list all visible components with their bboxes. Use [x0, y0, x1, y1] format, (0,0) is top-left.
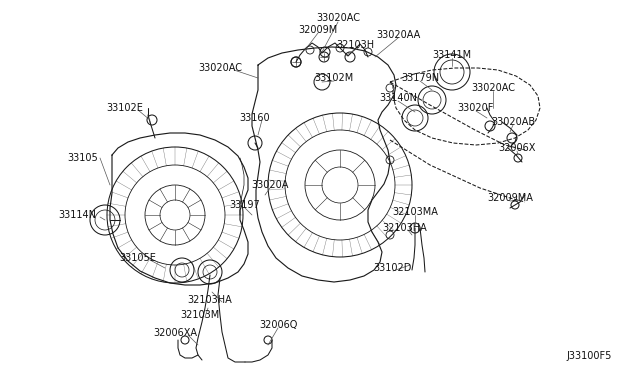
Text: J33100F5: J33100F5 — [566, 351, 612, 361]
Text: 32006X: 32006X — [499, 143, 536, 153]
Text: 33102D: 33102D — [374, 263, 412, 273]
Text: 33020AC: 33020AC — [198, 63, 242, 73]
Text: 33179N: 33179N — [401, 73, 439, 83]
Text: 33020F: 33020F — [458, 103, 494, 113]
Text: 33197: 33197 — [230, 200, 260, 210]
Text: 32103H: 32103H — [336, 40, 374, 50]
Text: 33114N: 33114N — [58, 210, 96, 220]
Text: 33105: 33105 — [68, 153, 99, 163]
Text: 33102E: 33102E — [107, 103, 143, 113]
Text: 33020A: 33020A — [252, 180, 289, 190]
Text: 33020AB: 33020AB — [491, 117, 535, 127]
Text: 33160: 33160 — [240, 113, 270, 123]
Text: 33020AA: 33020AA — [376, 30, 420, 40]
Text: 32103HA: 32103HA — [383, 223, 428, 233]
Text: 32009MA: 32009MA — [487, 193, 533, 203]
Text: 32009M: 32009M — [298, 25, 338, 35]
Text: 32103MA: 32103MA — [392, 207, 438, 217]
Text: 33102M: 33102M — [314, 73, 354, 83]
Text: 32006XA: 32006XA — [153, 328, 197, 338]
Text: 32103HA: 32103HA — [188, 295, 232, 305]
Text: 33140N: 33140N — [379, 93, 417, 103]
Text: 33141M: 33141M — [433, 50, 472, 60]
Text: 32103M: 32103M — [180, 310, 220, 320]
Text: 33020AC: 33020AC — [471, 83, 515, 93]
Text: 32006Q: 32006Q — [259, 320, 297, 330]
Text: 33105E: 33105E — [120, 253, 156, 263]
Text: 33020AC: 33020AC — [316, 13, 360, 23]
